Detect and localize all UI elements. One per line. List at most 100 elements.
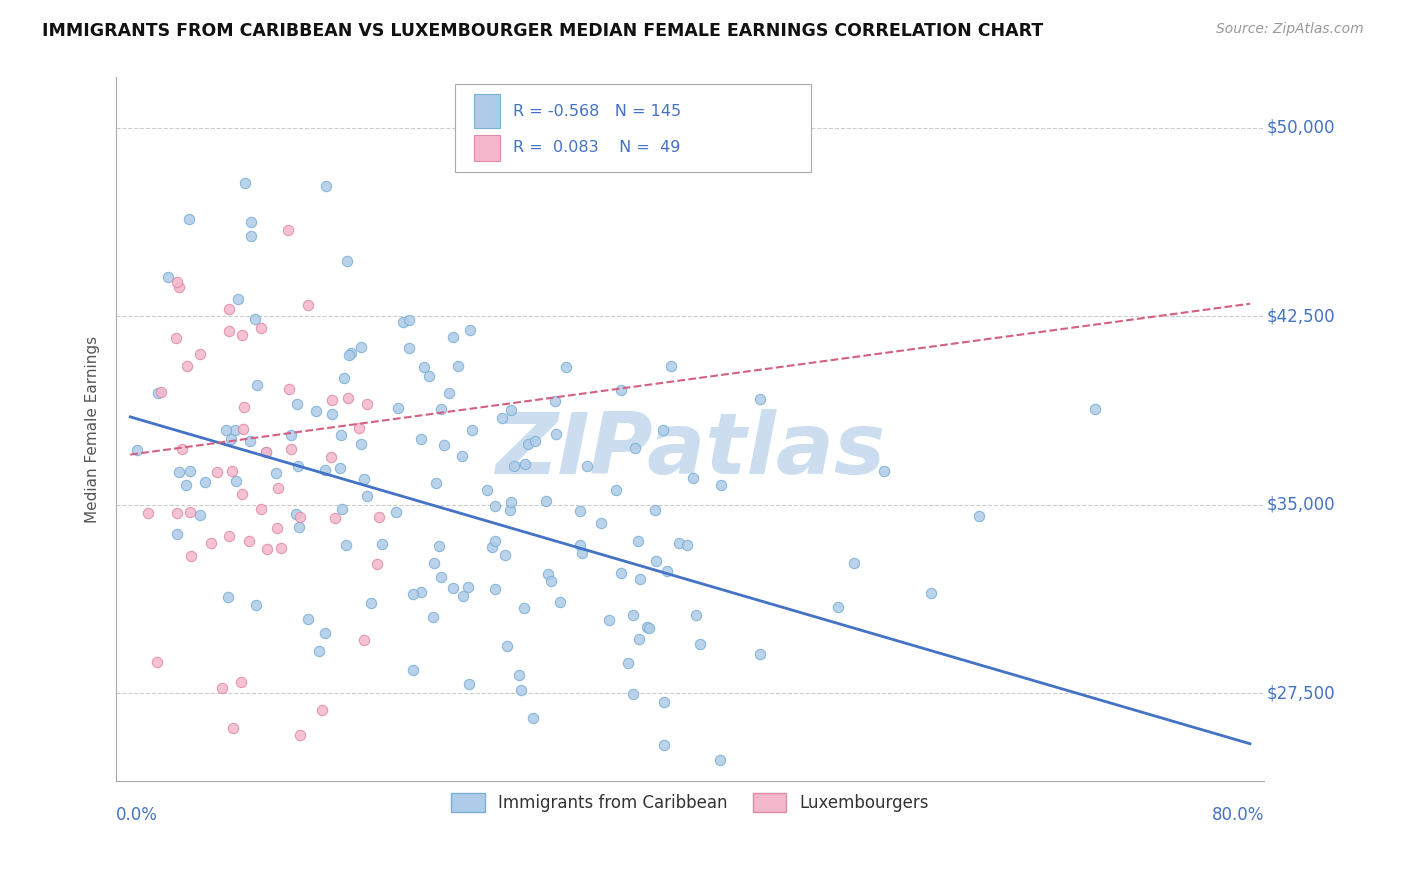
Point [297, 298, 319, 312]
Point [277, 223, 299, 237]
Point [288, 520, 311, 534]
Point [249, 321, 271, 335]
Point [347, 421, 370, 435]
Point [709, 753, 731, 767]
Point [451, 449, 474, 463]
Point [217, 590, 239, 604]
Point [127, 443, 149, 458]
Point [433, 438, 456, 452]
Point [321, 450, 343, 464]
Point [368, 509, 391, 524]
Point [285, 397, 308, 411]
Point [484, 582, 506, 597]
Point [246, 378, 269, 392]
Point [221, 721, 243, 735]
Point [336, 392, 359, 406]
Point [180, 549, 202, 564]
Point [239, 215, 262, 229]
Point [441, 330, 464, 344]
Point [655, 564, 678, 578]
Point [146, 386, 169, 401]
Point [340, 346, 363, 360]
Point [499, 503, 522, 517]
Point [418, 369, 440, 384]
Point [356, 396, 378, 410]
Text: $42,500: $42,500 [1267, 308, 1334, 326]
Point [205, 466, 228, 480]
Point [243, 311, 266, 326]
Point [179, 464, 201, 478]
Point [659, 359, 682, 373]
Text: Source: ZipAtlas.com: Source: ZipAtlas.com [1216, 22, 1364, 37]
Point [256, 541, 278, 556]
Text: 80.0%: 80.0% [1212, 806, 1264, 824]
Point [166, 527, 188, 541]
Point [437, 386, 460, 401]
Text: ZIPatlas: ZIPatlas [495, 409, 886, 492]
Point [188, 508, 211, 522]
Point [366, 557, 388, 571]
Point [226, 292, 249, 306]
Point [215, 423, 238, 437]
Point [330, 501, 353, 516]
Point [231, 327, 253, 342]
Point [689, 637, 711, 651]
FancyBboxPatch shape [474, 95, 499, 128]
Y-axis label: Median Female Earnings: Median Female Earnings [86, 336, 100, 523]
Point [621, 687, 644, 701]
Point [481, 540, 503, 554]
Point [652, 738, 675, 752]
Point [548, 595, 571, 609]
Point [422, 609, 444, 624]
Point [218, 529, 240, 543]
Point [188, 347, 211, 361]
Point [211, 681, 233, 695]
Point [460, 423, 482, 437]
Point [350, 437, 373, 451]
Point [288, 509, 311, 524]
Point [398, 312, 420, 326]
Point [280, 428, 302, 442]
Point [652, 695, 675, 709]
Point [598, 613, 620, 627]
Point [315, 179, 337, 194]
Point [458, 677, 481, 691]
Point [610, 383, 633, 397]
Point [179, 505, 201, 519]
Point [628, 632, 651, 646]
Point [502, 459, 524, 474]
Point [710, 477, 733, 491]
Point [401, 587, 423, 601]
Point [748, 392, 770, 406]
Point [270, 541, 292, 556]
Point [231, 422, 253, 436]
Point [398, 341, 420, 355]
Point [335, 538, 357, 552]
Point [167, 465, 190, 479]
Point [423, 556, 446, 570]
Point [166, 506, 188, 520]
Text: $27,500: $27,500 [1267, 684, 1334, 702]
Point [495, 548, 517, 562]
Point [231, 487, 253, 501]
Point [337, 348, 360, 362]
Point [501, 403, 523, 417]
Point [651, 423, 673, 437]
Point [169, 280, 191, 294]
Point [311, 703, 333, 717]
Point [254, 444, 277, 458]
Point [496, 639, 519, 653]
Text: $35,000: $35,000 [1267, 496, 1334, 514]
Point [194, 475, 217, 489]
Point [412, 360, 434, 375]
Point [517, 437, 540, 451]
Point [146, 655, 169, 669]
Point [231, 674, 253, 689]
Point [501, 495, 523, 509]
Point [280, 442, 302, 457]
Point [314, 625, 336, 640]
Point [425, 475, 447, 490]
Point [321, 392, 343, 407]
Point [218, 302, 240, 317]
Point [457, 580, 479, 594]
